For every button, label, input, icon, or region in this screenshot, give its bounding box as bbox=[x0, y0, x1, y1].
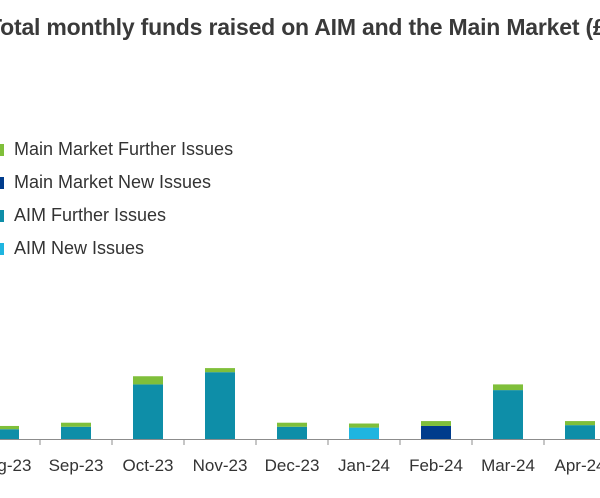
legend: Main Market Further Issues Main Market N… bbox=[0, 133, 233, 265]
bar-segment bbox=[133, 384, 163, 439]
x-tick-label: Dec-23 bbox=[265, 456, 320, 475]
legend-label-main-new: Main Market New Issues bbox=[14, 172, 212, 192]
bar-segment bbox=[349, 423, 379, 428]
legend-item-main-new: Main Market New Issues bbox=[0, 166, 233, 199]
legend-label-aim-further: AIM Further Issues bbox=[14, 205, 167, 225]
legend-swatch-aim-new bbox=[0, 242, 4, 255]
bar-segment bbox=[565, 425, 595, 439]
bar-segment bbox=[61, 422, 91, 427]
bar-segment bbox=[277, 422, 307, 427]
bar-segment bbox=[205, 368, 235, 373]
bar-segment bbox=[277, 426, 307, 439]
legend-swatch-main-new bbox=[0, 176, 4, 189]
x-tick-label: Oct-23 bbox=[122, 456, 173, 475]
legend-swatch-main-further bbox=[0, 143, 4, 156]
legend-label-aim-new: AIM New Issues bbox=[14, 238, 145, 258]
bar-segment bbox=[421, 421, 451, 426]
legend-item-main-further: Main Market Further Issues bbox=[0, 133, 233, 166]
legend-label-main-further: Main Market Further Issues bbox=[14, 139, 234, 159]
bar-segment bbox=[0, 429, 19, 439]
bar-segment bbox=[61, 426, 91, 439]
legend-item-aim-further: AIM Further Issues bbox=[0, 199, 233, 232]
bar-segment bbox=[0, 425, 19, 430]
bar-segment bbox=[493, 390, 523, 439]
x-tick-label: Jan-24 bbox=[338, 456, 390, 475]
x-tick-label: Mar-24 bbox=[481, 456, 535, 475]
bar-segment bbox=[565, 421, 595, 426]
legend-item-aim-new: AIM New Issues bbox=[0, 232, 233, 265]
x-tick-label: Feb-24 bbox=[409, 456, 463, 475]
chart-title: Total monthly funds raised on AIM and th… bbox=[0, 14, 600, 40]
legend-swatch-aim-further bbox=[0, 209, 4, 222]
x-tick-label: Nov-23 bbox=[193, 456, 248, 475]
x-tick-label: Apr-24 bbox=[554, 456, 600, 475]
bar-segment bbox=[133, 376, 163, 385]
bar-segment bbox=[205, 372, 235, 439]
x-tick-label: Sep-23 bbox=[49, 456, 104, 475]
bar-segment bbox=[493, 384, 523, 391]
x-tick-label: Aug-23 bbox=[0, 456, 31, 475]
bar-segment bbox=[349, 427, 379, 439]
bar-segment bbox=[421, 425, 451, 439]
